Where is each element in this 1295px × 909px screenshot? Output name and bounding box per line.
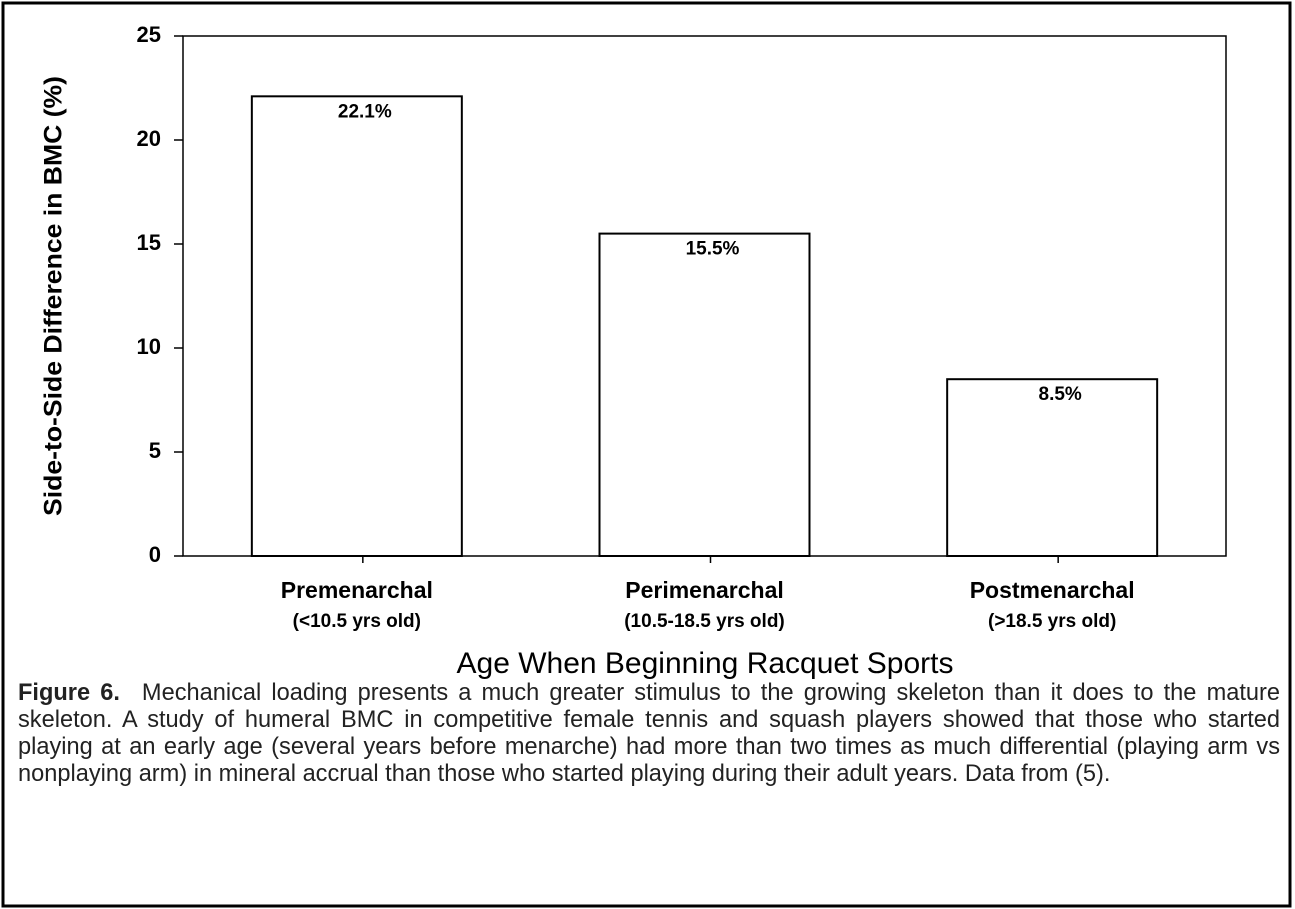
- x-tick-sublabel: (<10.5 yrs old): [293, 611, 421, 632]
- y-tick-label: 20: [137, 126, 161, 151]
- y-axis-label: Side-to-Side Difference in BMC (%): [40, 76, 68, 516]
- data-label: 8.5%: [1039, 384, 1082, 405]
- x-axis-label: Age When Beginning Racquet Sports: [457, 647, 954, 680]
- y-tick-label: 15: [137, 230, 161, 255]
- caption: Figure 6. Mechanical loading presents a m…: [18, 680, 1280, 788]
- x-tick-sublabel: (10.5-18.5 yrs old): [624, 611, 785, 632]
- bar: [250, 95, 463, 557]
- caption-label: Figure 6.: [18, 680, 120, 706]
- caption-text: Mechanical loading presents a much great…: [18, 680, 1281, 787]
- bar: [598, 232, 811, 557]
- y-tick-label: 0: [149, 542, 161, 567]
- bar: [946, 378, 1159, 558]
- data-label: 15.5%: [686, 239, 740, 260]
- x-tick-label: Premenarchal: [281, 577, 433, 603]
- y-tick-label: 5: [149, 438, 161, 463]
- y-tick-label: 25: [137, 22, 161, 47]
- y-tick-label: 10: [137, 334, 161, 359]
- x-tick-label: Postmenarchal: [970, 577, 1135, 603]
- x-tick-sublabel: (>18.5 yrs old): [988, 611, 1116, 632]
- data-label: 22.1%: [338, 101, 392, 122]
- x-tick-label: Perimenarchal: [625, 577, 784, 603]
